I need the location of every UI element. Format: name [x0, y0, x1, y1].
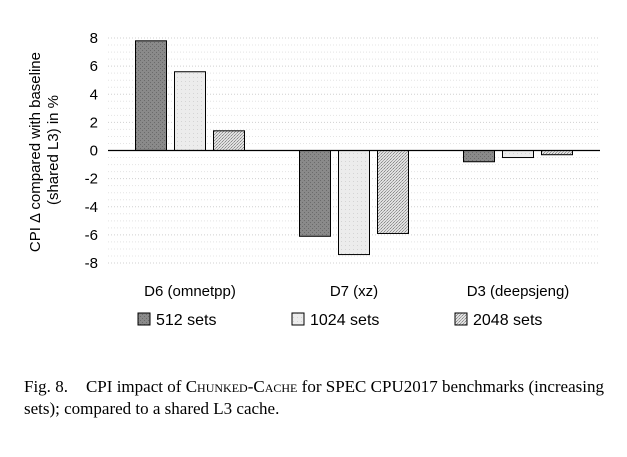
- legend-swatch-1024-sets: [291, 312, 305, 326]
- y-tick-labels: 8 6 4 2 0 -2 -4 -6 -8: [85, 30, 98, 272]
- legend-swatch-2048-sets: [454, 312, 468, 326]
- y-tick-label: -2: [85, 171, 98, 188]
- category-label-d7-xz: D7 (xz): [330, 283, 378, 300]
- legend-label-512-sets: 512 sets: [156, 312, 216, 329]
- bar-d7-xz-2048-sets: [377, 150, 409, 234]
- y-tick-label: -8: [85, 255, 98, 272]
- y-tick-label: -6: [85, 227, 98, 244]
- category-labels: D6 (omnetpp) D7 (xz) D3 (deepsjeng): [144, 283, 569, 300]
- bar-d7-xz-1024-sets: [338, 150, 370, 256]
- category-label-d6-omnetpp: D6 (omnetpp): [144, 283, 236, 300]
- legend-label-1024-sets: 1024 sets: [310, 312, 379, 329]
- legend: 512 sets 1024 sets 2048 sets: [137, 312, 542, 329]
- bars-group: [108, 40, 600, 256]
- y-tick-label: 8: [90, 30, 98, 47]
- y-tick-label: 0: [90, 143, 98, 160]
- caption-text-after: for SPEC CPU2017 benchmarks (increasing …: [24, 377, 604, 418]
- figure-label: Fig. 8.: [24, 377, 68, 396]
- y-tick-label: 2: [90, 114, 98, 131]
- figure-caption: Fig. 8. CPI impact of Chunked-Cache for S…: [24, 376, 604, 420]
- y-tick-label: -4: [85, 199, 98, 216]
- category-label-d3-deepsjeng: D3 (deepsjeng): [467, 283, 570, 300]
- y-axis-label-line-2: (shared L3) in %: [45, 95, 62, 205]
- bar-d3-deepsjeng-2048-sets: [541, 150, 573, 156]
- bar-d7-xz-512-sets: [299, 150, 331, 237]
- bar-d3-deepsjeng-512-sets: [463, 150, 495, 163]
- bar-d6-omnetpp-2048-sets: [213, 130, 245, 151]
- bar-d6-omnetpp-512-sets: [135, 40, 167, 151]
- legend-label-2048-sets: 2048 sets: [473, 312, 542, 329]
- bar-d3-deepsjeng-1024-sets: [502, 150, 534, 159]
- caption-method-name: Chunked-Cache: [185, 377, 298, 396]
- y-tick-label: 6: [90, 58, 98, 75]
- bar-d6-omnetpp-1024-sets: [174, 71, 206, 151]
- bar-chart: 8 6 4 2 0 -2 -4 -6 -8 D6 (omnetpp) D7 (xz) D3 (dee…: [27, 30, 600, 329]
- y-axis-label: CPI Δ compared with baseline (shared L3)…: [27, 48, 62, 252]
- y-tick-label: 4: [90, 86, 98, 103]
- y-axis-label-line-1: CPI Δ compared with baseline: [27, 52, 44, 252]
- caption-text-before: CPI impact of: [85, 377, 186, 396]
- legend-swatch-512-sets: [137, 312, 151, 326]
